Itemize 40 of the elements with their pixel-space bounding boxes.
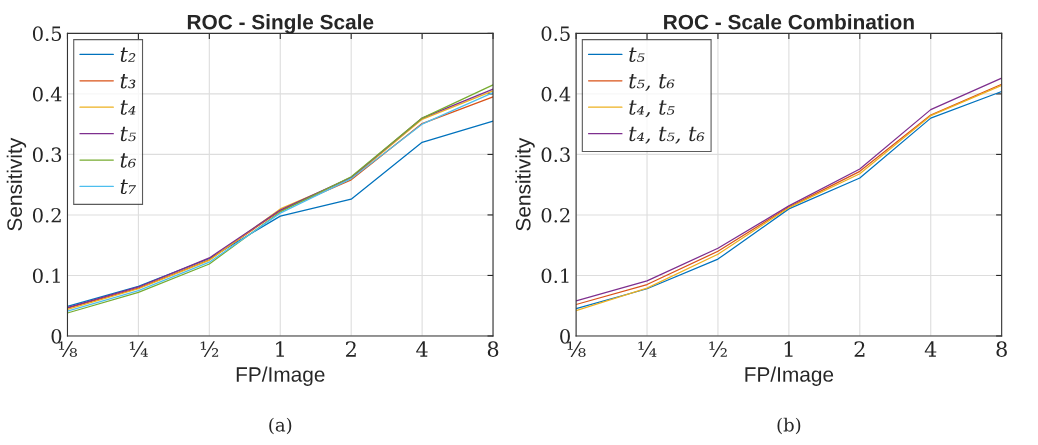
x-tick-label: ¼: [638, 341, 657, 357]
x-tick-label: 2: [854, 341, 865, 357]
y-tick-label: 0.4: [32, 86, 62, 102]
chart-title: ROC - Scale Combination: [664, 14, 914, 30]
legend-label: t₇: [120, 179, 136, 195]
y-tick-label: 0.5: [32, 26, 62, 42]
legend-label: t₄: [120, 100, 136, 115]
chart-title: ROC - Single Scale: [187, 14, 374, 34]
y-axis-title: Sensitivity: [6, 137, 27, 231]
legend-label: t₆: [120, 153, 136, 168]
x-tick-label: ¼: [129, 341, 148, 357]
y-tick-label: 0.3: [541, 147, 570, 163]
text: (b): [777, 417, 801, 435]
x-tick-label: 1: [784, 341, 793, 357]
legend-label: t₅: [120, 126, 136, 142]
y-tick-label: 0.1: [32, 268, 60, 284]
y-tick-label: 0.2: [541, 207, 570, 223]
y-tick-label: 0.1: [541, 268, 569, 284]
legend-label: t₄, t₅: [629, 100, 675, 118]
x-tick-label: 1: [276, 341, 284, 357]
legend-label: t₄, t₅, t₆: [629, 126, 705, 144]
legend-label: t₂: [120, 47, 136, 62]
y-tick-label: 0.5: [541, 26, 570, 42]
x-tick-label: 4: [416, 341, 428, 357]
y-tick-label: 0.3: [32, 147, 62, 163]
legend-label: t₅, t₆: [629, 73, 675, 91]
y-axis-title: Sensitivity: [515, 137, 535, 231]
x-tick-label: 4: [924, 341, 937, 357]
x-tick-label: 2: [345, 341, 356, 357]
x-axis-title: FP/Image: [745, 366, 834, 386]
legend-label: t₃: [120, 73, 136, 89]
y-tick-label: 0.4: [541, 86, 571, 102]
y-tick-label: 0.2: [32, 207, 61, 223]
x-tick-label: 8: [487, 341, 499, 357]
x-axis-title: FP/Image: [236, 366, 325, 386]
x-tick-label: ½: [200, 341, 219, 357]
text: (a): [269, 417, 292, 435]
x-tick-label: 8: [996, 341, 1007, 357]
x-tick-label: ½: [709, 341, 727, 357]
legend-label: t₅: [629, 47, 645, 62]
